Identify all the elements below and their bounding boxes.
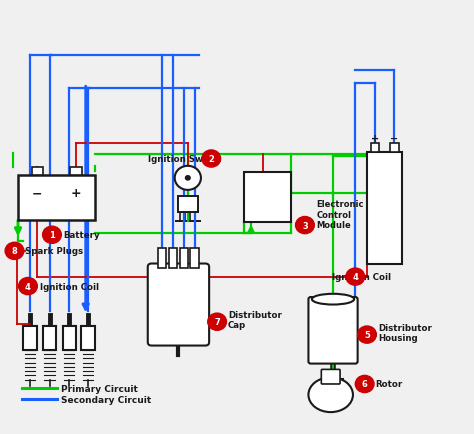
Text: 8: 8 xyxy=(12,247,18,256)
FancyBboxPatch shape xyxy=(32,168,43,175)
Circle shape xyxy=(208,313,227,331)
Circle shape xyxy=(296,217,314,234)
FancyBboxPatch shape xyxy=(323,379,343,389)
Text: Distributor
Cap: Distributor Cap xyxy=(228,310,282,329)
FancyBboxPatch shape xyxy=(180,249,188,268)
Ellipse shape xyxy=(309,378,353,412)
Text: 6: 6 xyxy=(362,380,368,388)
Circle shape xyxy=(175,167,201,191)
Circle shape xyxy=(346,268,365,286)
Text: +: + xyxy=(71,187,81,200)
FancyBboxPatch shape xyxy=(326,398,340,404)
FancyBboxPatch shape xyxy=(321,369,340,384)
Text: Electronic
Control
Module: Electronic Control Module xyxy=(317,200,364,230)
FancyBboxPatch shape xyxy=(191,249,199,268)
Text: Secondary Circuit: Secondary Circuit xyxy=(61,395,152,404)
Circle shape xyxy=(5,243,24,260)
FancyBboxPatch shape xyxy=(169,249,177,268)
FancyBboxPatch shape xyxy=(367,153,402,264)
Text: 5: 5 xyxy=(364,330,370,339)
Text: −: − xyxy=(32,187,43,200)
Text: Ignition Coil: Ignition Coil xyxy=(40,282,99,291)
Circle shape xyxy=(18,278,37,295)
FancyBboxPatch shape xyxy=(63,326,76,350)
FancyBboxPatch shape xyxy=(158,249,166,268)
Text: Primary Circuit: Primary Circuit xyxy=(61,384,138,393)
Text: 2: 2 xyxy=(208,155,214,164)
FancyBboxPatch shape xyxy=(82,326,95,350)
FancyBboxPatch shape xyxy=(390,143,399,153)
Circle shape xyxy=(357,326,376,343)
FancyBboxPatch shape xyxy=(371,143,379,153)
FancyBboxPatch shape xyxy=(244,173,291,222)
Ellipse shape xyxy=(312,294,354,305)
Circle shape xyxy=(202,151,220,168)
FancyBboxPatch shape xyxy=(70,168,82,175)
Text: 4: 4 xyxy=(25,282,31,291)
Text: Battery: Battery xyxy=(64,231,100,240)
Text: Ignition Coil: Ignition Coil xyxy=(332,273,391,282)
Text: Spark Plugs: Spark Plugs xyxy=(25,247,83,256)
Circle shape xyxy=(43,227,61,244)
Text: Distributor
Housing: Distributor Housing xyxy=(378,323,432,342)
Text: 1: 1 xyxy=(49,231,55,240)
Circle shape xyxy=(356,375,374,393)
FancyBboxPatch shape xyxy=(23,326,36,350)
Text: −: − xyxy=(390,134,399,144)
Text: 7: 7 xyxy=(214,318,220,326)
FancyBboxPatch shape xyxy=(18,175,95,220)
FancyBboxPatch shape xyxy=(309,297,357,364)
Text: Ignition Switch: Ignition Switch xyxy=(148,155,221,164)
Text: 4: 4 xyxy=(352,273,358,282)
Text: +: + xyxy=(371,134,379,144)
Circle shape xyxy=(185,176,190,181)
FancyBboxPatch shape xyxy=(177,197,198,213)
FancyBboxPatch shape xyxy=(148,264,209,346)
Text: 3: 3 xyxy=(302,221,308,230)
Text: Rotor: Rotor xyxy=(375,380,403,388)
FancyBboxPatch shape xyxy=(43,326,56,350)
